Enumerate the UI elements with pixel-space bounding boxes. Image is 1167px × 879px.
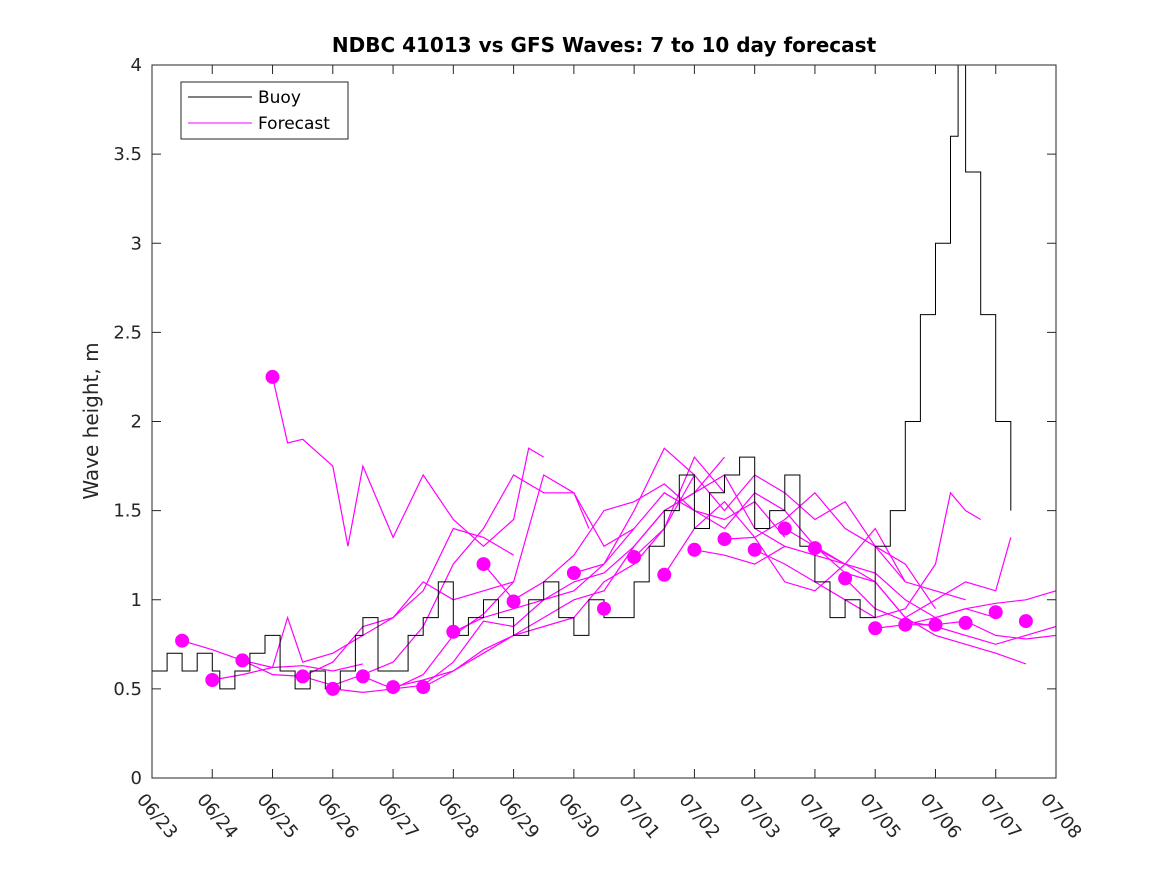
y-tick-label: 2: [131, 412, 142, 433]
y-tick-label: 0.5: [113, 679, 142, 700]
forecast-marker-0: [175, 633, 190, 648]
buoy-line: [152, 64, 1012, 690]
forecast-marker-19: [777, 521, 792, 536]
forecast-run-line-4: [302, 474, 590, 686]
legend-forecast-label: Forecast: [258, 114, 330, 134]
forecast-marker-5: [325, 681, 340, 696]
forecast-marker-9: [446, 624, 461, 639]
y-tick-label: 0: [131, 768, 142, 789]
chart-title: NDBC 41013 vs GFS Waves: 7 to 10 day for…: [332, 33, 877, 57]
forecast-marker-6: [355, 669, 370, 684]
forecast-marker-3: [265, 369, 280, 384]
forecast-marker-14: [627, 550, 642, 564]
forecast-marker-21: [838, 571, 853, 586]
forecast-marker-11: [506, 594, 521, 609]
forecast-marker-25: [958, 615, 973, 630]
plot-frame: [151, 64, 1057, 779]
forecast-marker-26: [988, 605, 1003, 620]
y-tick-label: 3.5: [113, 144, 142, 165]
forecast-marker-13: [597, 601, 611, 616]
forecast-marker-1: [205, 673, 220, 687]
forecast-markers: [175, 369, 1033, 696]
forecast-run-line-16: [754, 491, 982, 619]
forecast-marker-27: [1018, 614, 1033, 629]
forecast-run-line-18: [814, 547, 1027, 665]
forecast-marker-20: [807, 541, 822, 556]
forecast-run-line-7: [392, 455, 725, 688]
forecast-marker-12: [566, 566, 581, 580]
forecast-marker-18: [747, 542, 762, 557]
forecast-marker-24: [928, 617, 943, 632]
y-tick-label: 4: [131, 55, 142, 76]
forecast-marker-4: [295, 669, 310, 684]
y-axis-label: Wave height, m: [79, 342, 103, 499]
forecast-marker-23: [898, 617, 913, 632]
y-tick-label: 2.5: [113, 322, 142, 343]
forecast-marker-7: [386, 680, 401, 695]
forecast-run-line-2: [271, 376, 545, 548]
forecast-marker-22: [868, 621, 883, 636]
forecast-marker-15: [657, 567, 672, 582]
forecast-marker-17: [717, 532, 732, 547]
legend-buoy-label: Buoy: [258, 88, 301, 108]
y-axis-ticks: 0 0.5 1 1.5 2 2.5 3 3.5 4: [113, 55, 1056, 789]
forecast-marker-8: [416, 680, 431, 695]
forecast-marker-16: [687, 542, 702, 557]
legend: Buoy Forecast: [180, 81, 349, 140]
y-tick-label: 1.5: [113, 501, 142, 522]
legend-box: [180, 81, 349, 140]
forecast-run-line-19: [844, 577, 1057, 645]
forecast-marker-2: [235, 653, 250, 668]
y-tick-label: 3: [131, 233, 142, 254]
y-tick-label: 1: [131, 590, 142, 611]
forecast-run-line-9: [453, 474, 786, 633]
forecast-marker-10: [476, 557, 491, 572]
buoy-series: [152, 64, 1012, 690]
